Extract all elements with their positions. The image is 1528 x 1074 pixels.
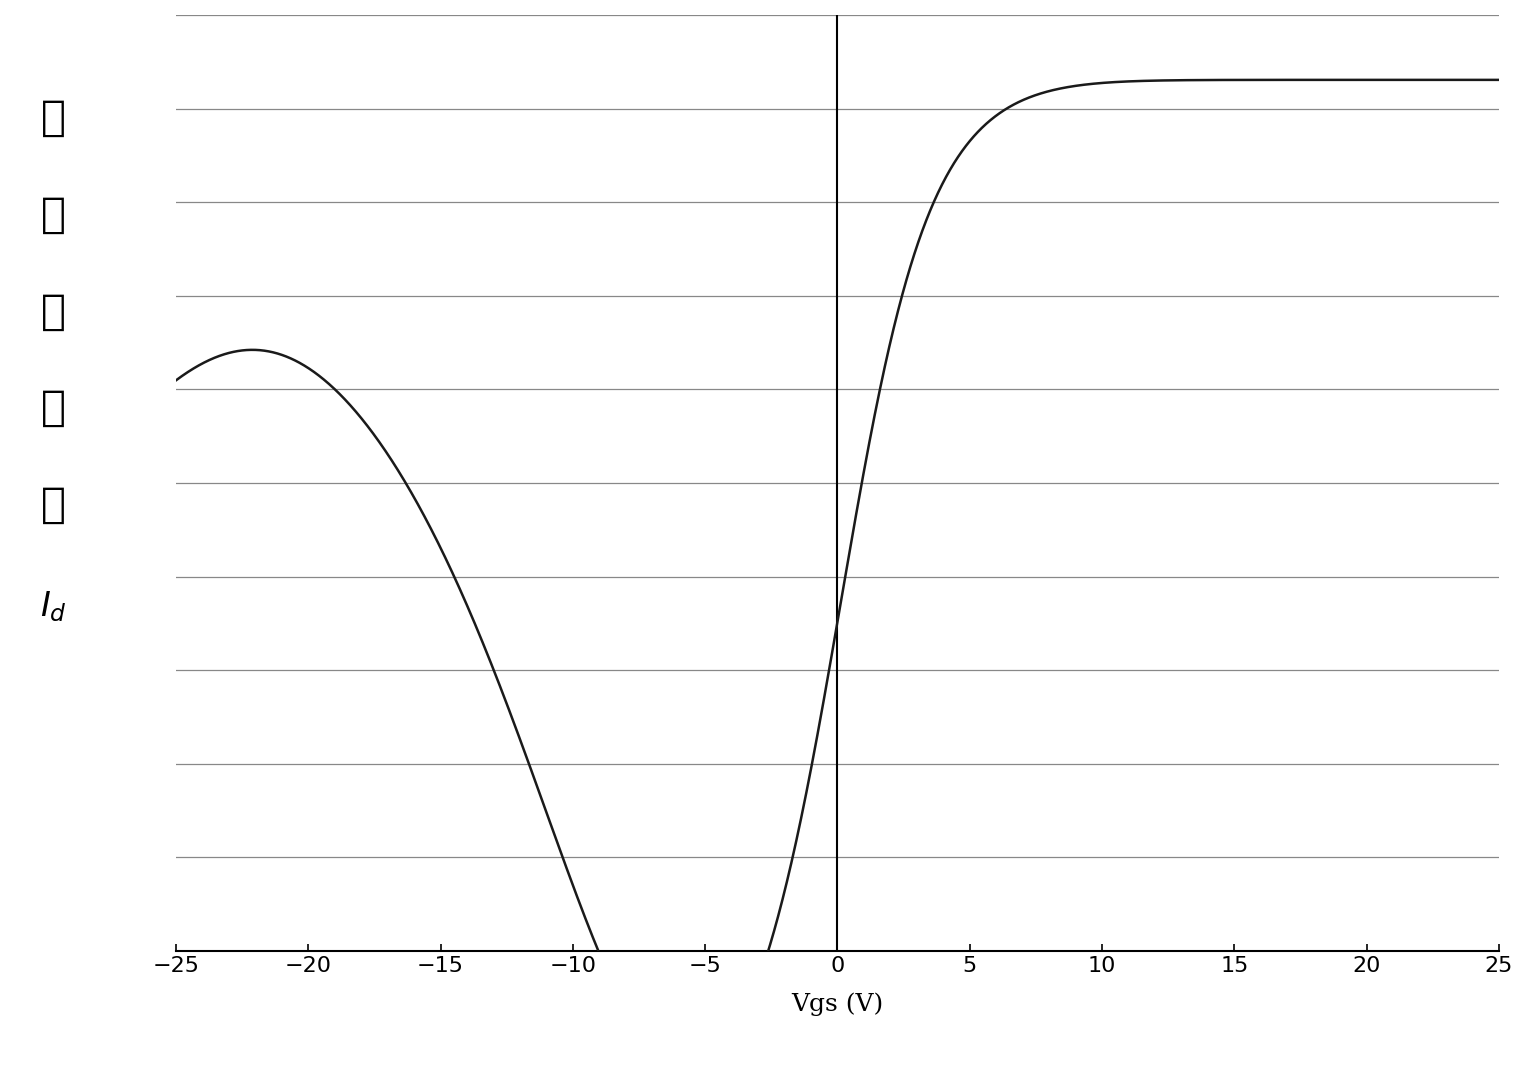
Text: 极: 极: [41, 193, 66, 236]
Text: 的: 的: [41, 290, 66, 333]
X-axis label: Vgs (V): Vgs (V): [792, 992, 883, 1016]
Text: $I_d$: $I_d$: [40, 590, 67, 624]
Text: 流: 流: [41, 483, 66, 526]
Text: 漏: 漏: [41, 97, 66, 140]
Text: 电: 电: [41, 387, 66, 430]
